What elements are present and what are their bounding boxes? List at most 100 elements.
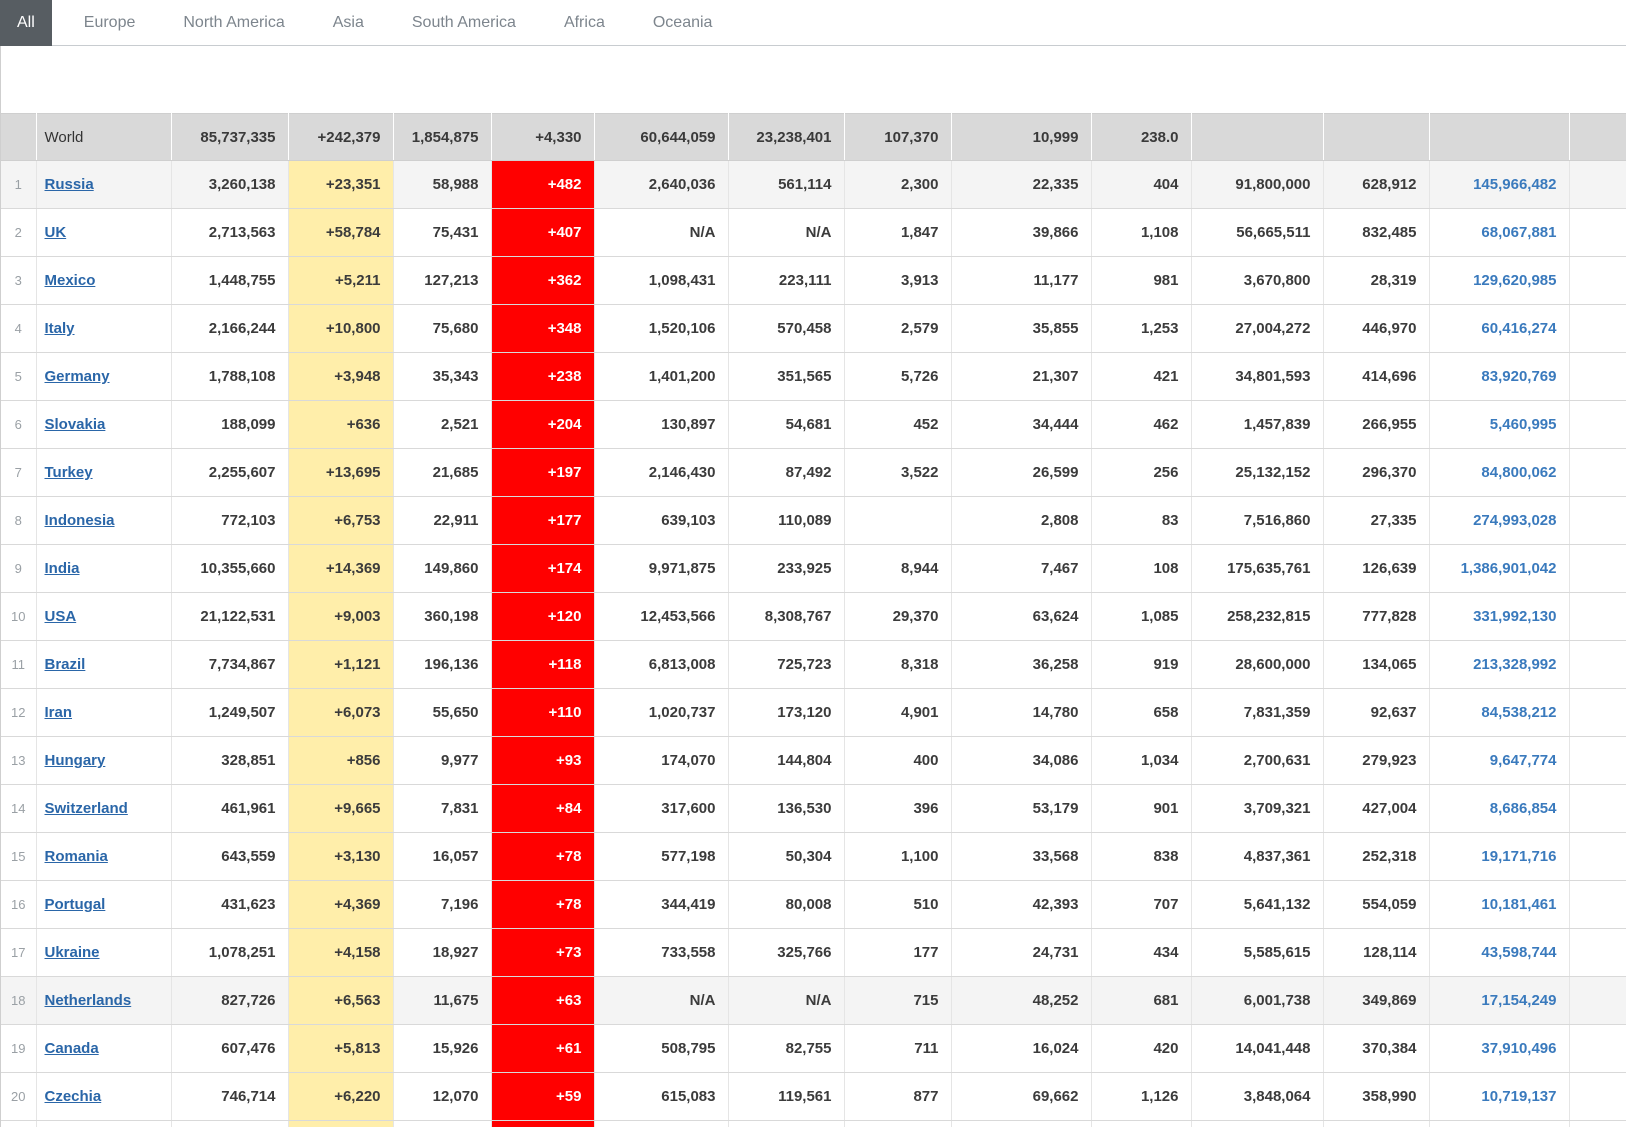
cell-total-tests: 3,670,800 [1191,256,1324,305]
cell-cases-per-1m: 48,252 [951,976,1092,1025]
country-row: 12 Iran 1,249,507 +6,073 55,650 +110 1,020,737… [1,688,1626,737]
cell-cases-per-1m: 10,999 [951,113,1092,161]
country-link[interactable]: Romania [44,848,108,865]
rank-cell: 16 [1,880,37,929]
tab-africa[interactable]: Africa [563,13,605,31]
rank-cell: 17 [1,928,37,977]
cell-population: 5,460,995 [1429,400,1570,449]
country-link[interactable]: Portugal [44,896,106,913]
country-cell: USA [36,592,172,641]
rank-cell: 4 [1,304,37,353]
cell-serious-critical: 5,726 [844,352,952,401]
cell-total-tests: 34,801,593 [1191,352,1324,401]
country-row: 9 India 10,355,660 +14,369 149,860 +174 9,971,… [1,544,1626,593]
filler-cell [1569,1121,1626,1127]
cell-deaths-per-1m: 434 [1091,928,1192,977]
cell-deaths-per-1m: 462 [1091,400,1192,449]
cell-cases-per-1m: 33,568 [951,832,1092,881]
cell-new-cases: +3,948 [288,352,394,401]
cell-serious-critical: 510 [844,880,952,929]
rank-cell: 9 [1,544,37,593]
cell-population: 10,181,461 [1429,880,1570,929]
cell-total-recovered: 639,103 [594,496,729,545]
filler-cell [1569,592,1626,641]
cell-total-cases: 85,737,335 [171,113,289,161]
cell-serious-critical: 1,847 [844,208,952,257]
cell-active-cases: 23,238,401 [728,113,845,161]
country-link[interactable]: Indonesia [44,512,115,529]
cell-tests-per-1m: 349,869 [1323,976,1430,1025]
tab-all[interactable]: All [0,0,52,46]
cell-new-cases: +6,563 [288,976,394,1025]
cell-tests-per-1m: 126,639 [1323,544,1430,593]
rank-cell: 11 [1,640,37,689]
cell-total-recovered: 2,640,036 [594,160,729,209]
country-link[interactable]: Brazil [44,656,86,673]
country-row: 8 Indonesia 772,103 +6,753 22,911 +177 639,103… [1,496,1626,545]
cell-total-deaths: 58,988 [393,160,492,209]
cell-tests-per-1m: 628,912 [1323,160,1430,209]
tab-south-america[interactable]: South America [411,13,516,31]
country-row: 17 Ukraine 1,078,251 +4,158 18,927 +73 733,558… [1,928,1626,977]
country-link[interactable]: Netherlands [44,992,132,1009]
tab-asia[interactable]: Asia [332,13,364,31]
cell-new-deaths: +73 [491,928,595,977]
cell-deaths-per-1m: 681 [1091,976,1192,1025]
cell-population: 68,067,881 [1429,208,1570,257]
cell-cases-per-1m: 42,393 [951,880,1092,929]
cell-new-deaths: +120 [491,592,595,641]
cell-new-cases: +856 [288,736,394,785]
cell-active-cases: 54,681 [728,400,845,449]
cell-total-tests: 4,837,361 [1191,832,1324,881]
country-link[interactable]: Turkey [44,464,93,481]
cell-new-deaths: +482 [491,160,595,209]
filler-cell [1569,400,1626,449]
tab-north-america[interactable]: North America [183,13,285,31]
filler-cell [1569,640,1626,689]
cell-new-deaths: +78 [491,880,595,929]
country-link[interactable]: Slovakia [44,416,106,433]
country-link[interactable]: USA [44,608,77,625]
country-link[interactable]: India [44,560,80,577]
cell-population: 83,920,769 [1429,352,1570,401]
cell-total-deaths: 21,685 [393,448,492,497]
cell-deaths-per-1m: 238.0 [1091,113,1192,161]
cell-total-tests: 1,457,839 [1191,400,1324,449]
country-link[interactable]: Italy [44,320,75,337]
cell-serious-critical: 4,901 [844,688,952,737]
cell-population: 19,171,716 [1429,832,1570,881]
country-row: 14 Switzerland 461,961 +9,665 7,831 +84 317,60… [1,784,1626,833]
country-cell: Ukraine [36,928,172,977]
country-cell: Switzerland [36,784,172,833]
cell-total-deaths: 18,927 [393,928,492,977]
country-link[interactable]: Mexico [44,272,96,289]
cell-new-cases: +242,379 [288,113,394,161]
cell-new-cases: +3,130 [288,832,394,881]
tab-oceania[interactable]: Oceania [652,13,713,31]
cell-total-deaths: 12,070 [393,1072,492,1121]
cell-cases-per-1m: 14,780 [951,688,1092,737]
country-link[interactable]: Ukraine [44,944,100,961]
country-link[interactable]: Czechia [44,1088,102,1105]
country-cell: Iran [36,688,172,737]
country-link[interactable]: Iran [44,704,73,721]
country-link[interactable]: Switzerland [44,800,128,817]
country-link[interactable]: Russia [44,176,94,193]
cell-total-recovered: 1,401,200 [594,352,729,401]
country-cell [36,1120,172,1127]
cell-new-deaths: +93 [491,736,595,785]
country-row: 3 Mexico 1,448,755 +5,211 127,213 +362 1,098,4… [1,256,1626,305]
cell-cases-per-1m: 7,467 [951,544,1092,593]
cell-new-cases: +14,369 [288,544,394,593]
country-link[interactable]: Canada [44,1040,99,1057]
tab-europe[interactable]: Europe [83,13,136,31]
cell-new-deaths: +177 [491,496,595,545]
cell-total-deaths: 196,136 [393,640,492,689]
country-link[interactable]: Germany [44,368,110,385]
country-cell: Canada [36,1024,172,1073]
country-link[interactable]: UK [44,224,67,241]
cell-total-tests: 5,641,132 [1191,880,1324,929]
cell-total-deaths: 1,854,875 [393,113,492,161]
country-link[interactable]: Hungary [44,752,106,769]
filler-cell [1569,928,1626,977]
